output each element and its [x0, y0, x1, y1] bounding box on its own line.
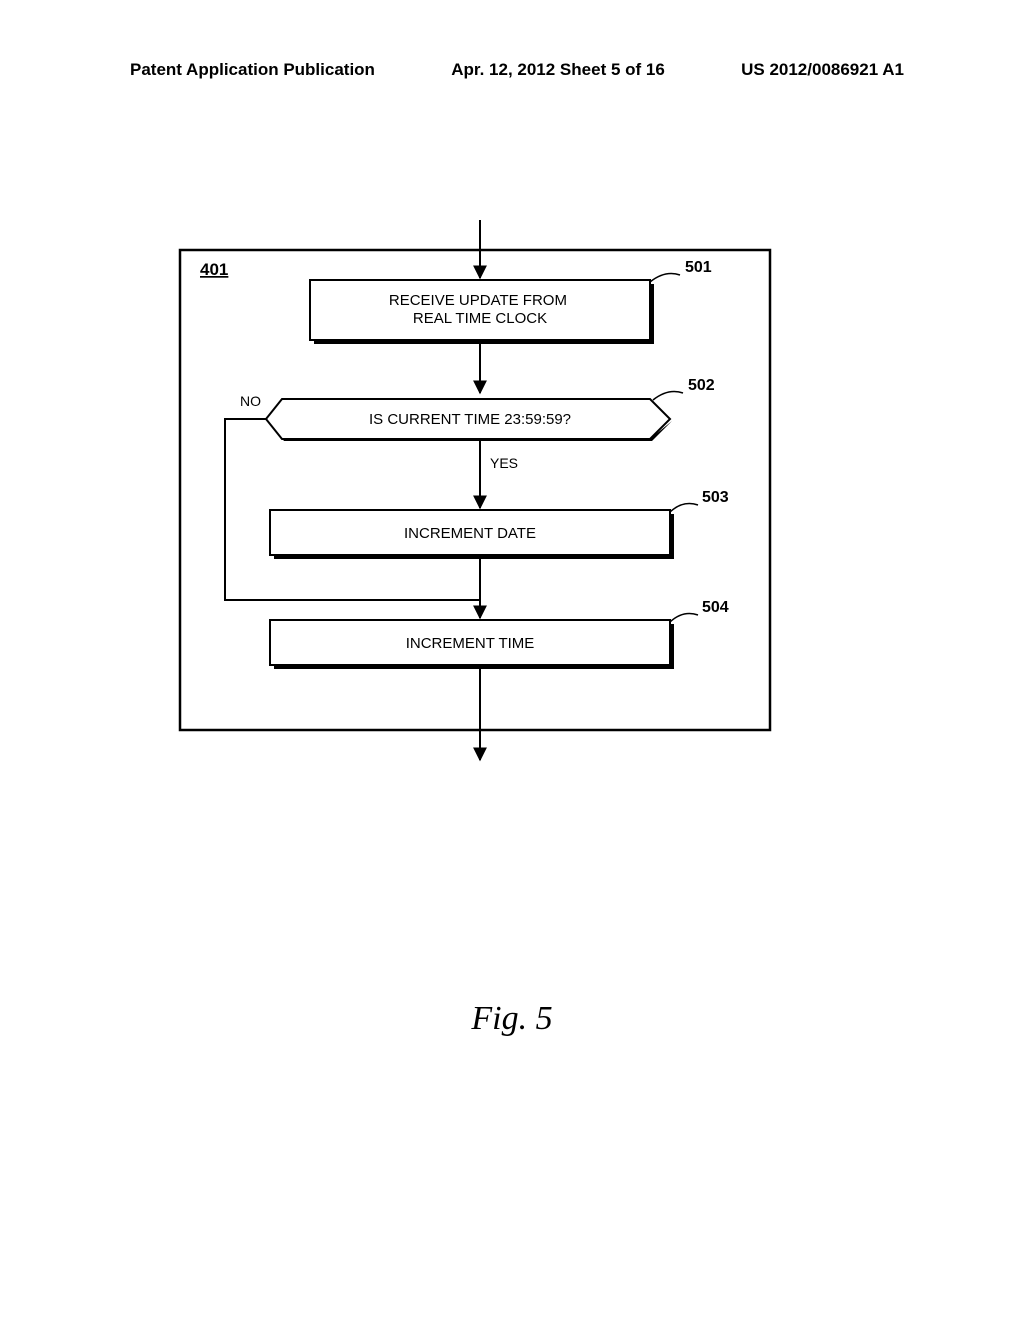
flowchart: 401 RECEIVE UPDATE FROM REAL TIME CLOCK …: [150, 220, 910, 780]
ref-leader-502: [653, 392, 683, 400]
node-501-text-1: RECEIVE UPDATE FROM: [389, 292, 567, 309]
svg-text:RECEIVE UPDATE FROM RE: RECEIVE UPDATE FROM REAL TIME CLOCK: [389, 292, 571, 327]
ref-503: 503: [702, 489, 729, 506]
header-center: Apr. 12, 2012 Sheet 5 of 16: [451, 60, 665, 80]
node-501-text-2: REAL TIME CLOCK: [413, 310, 547, 327]
ref-501: 501: [685, 259, 712, 276]
node-502: IS CURRENT TIME 23:59:59?: [266, 399, 672, 441]
container-ref-label: 401: [200, 260, 228, 279]
page: Patent Application Publication Apr. 12, …: [0, 0, 1024, 1320]
ref-leader-501: [650, 274, 680, 282]
node-504-text: INCREMENT TIME: [406, 635, 535, 652]
node-503: INCREMENT DATE: [270, 510, 674, 559]
node-502-text: IS CURRENT TIME 23:59:59?: [369, 411, 571, 428]
flow-path-no: [225, 419, 270, 600]
ref-502: 502: [688, 377, 715, 394]
edge-label-no: NO: [240, 393, 261, 409]
ref-504: 504: [702, 599, 729, 616]
ref-leader-504: [670, 614, 698, 622]
page-header: Patent Application Publication Apr. 12, …: [0, 60, 1024, 80]
edge-label-yes: YES: [490, 455, 518, 471]
node-503-text: INCREMENT DATE: [404, 525, 536, 542]
header-left: Patent Application Publication: [130, 60, 375, 80]
ref-leader-503: [670, 504, 698, 512]
node-501: RECEIVE UPDATE FROM REAL TIME CLOCK: [310, 280, 654, 344]
node-504: INCREMENT TIME: [270, 620, 674, 669]
figure-label: Fig. 5: [0, 1000, 1024, 1038]
header-right: US 2012/0086921 A1: [741, 60, 904, 80]
